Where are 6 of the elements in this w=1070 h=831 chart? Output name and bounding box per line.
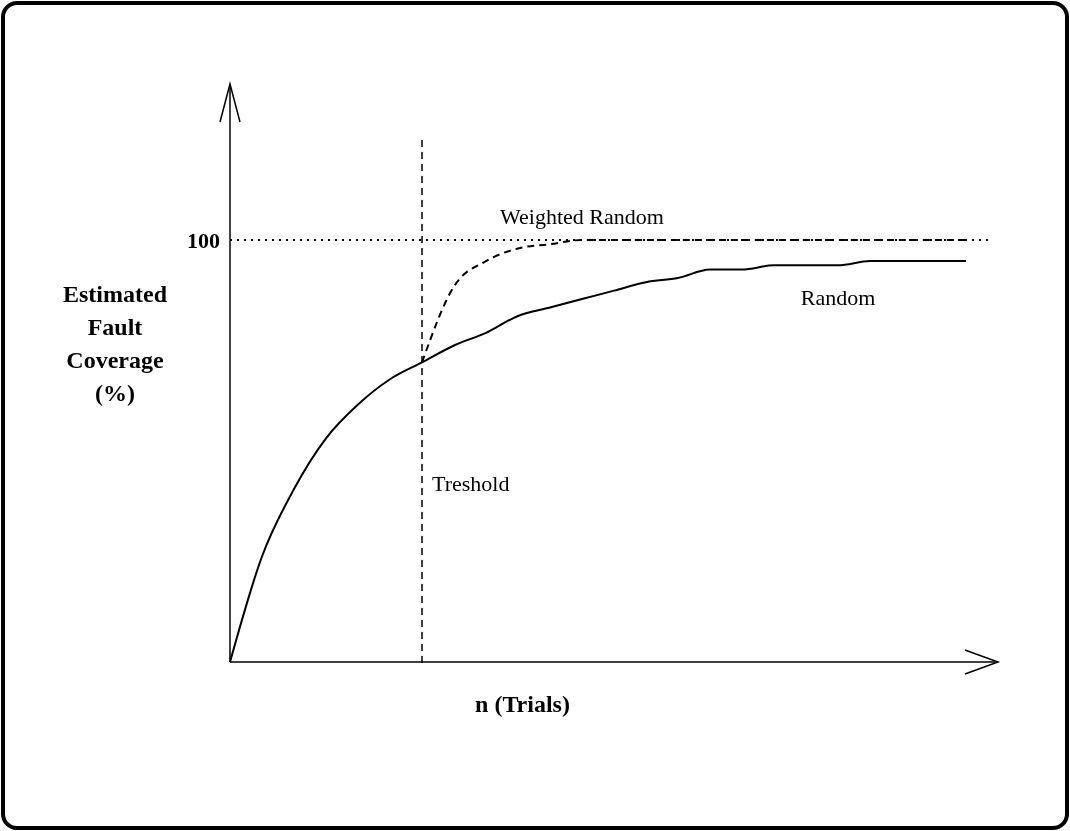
series-label: Random [800, 285, 876, 311]
annotation: Treshold [432, 471, 510, 496]
x-axis-title: n (Trials) [475, 691, 570, 717]
ref-line-label: 100 [187, 227, 220, 253]
series-label: Weighted Random [500, 204, 664, 229]
y-axis-title: Estimated Fault Coverage (%) [63, 281, 168, 406]
